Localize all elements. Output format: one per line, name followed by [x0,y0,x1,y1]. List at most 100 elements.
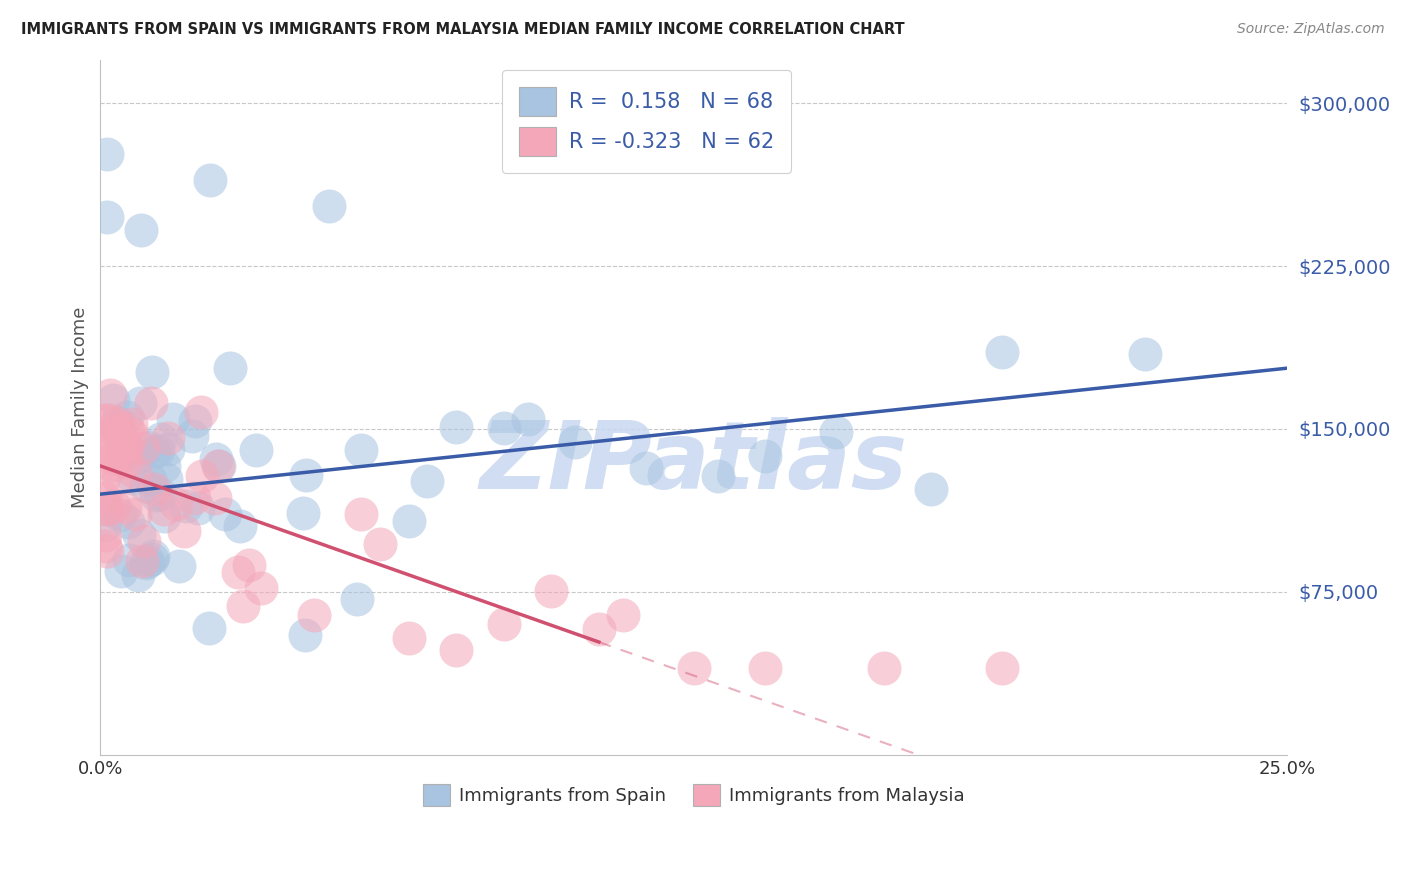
Point [228,519,250,533]
Point [124,507,146,521]
Point [398,514,420,528]
Point [121,471,143,485]
Point [516,412,538,426]
Point [112,449,135,463]
Point [200,172,222,186]
Point [190,469,212,483]
Point [118,553,141,567]
Point [121,427,143,442]
Point [141,396,163,410]
Point [141,552,163,566]
Point [612,608,634,623]
Point [131,223,153,237]
Point [183,491,205,506]
Point [136,440,159,454]
Point [368,537,391,551]
Point [124,465,146,479]
Point [207,458,229,473]
Point [111,434,134,449]
Point [115,441,138,455]
Point [446,420,468,434]
Point [111,443,134,458]
Point [214,508,236,522]
Point [143,444,166,458]
Point [117,515,139,529]
Point [398,631,420,645]
Point [245,442,267,457]
Point [129,395,152,409]
Point [131,554,153,568]
Point [115,437,138,451]
Point [350,442,373,457]
Point [180,429,202,443]
Point [149,432,172,446]
Point [96,211,118,225]
Point [167,559,190,574]
Point [238,558,260,572]
Point [232,599,254,613]
Point [110,564,132,578]
Point [302,607,325,622]
Point [162,411,184,425]
Point [107,471,129,485]
Point [706,469,728,483]
Point [96,502,118,516]
Point [128,449,150,463]
Point [108,424,131,438]
Point [152,508,174,523]
Point [98,413,121,427]
Point [96,544,118,558]
Point [120,417,142,431]
Point [991,345,1014,359]
Point [346,591,368,606]
Point [754,661,776,675]
Point [146,442,169,457]
Point [492,421,515,435]
Point [117,421,139,435]
Point [152,458,174,473]
Point [138,472,160,486]
Point [166,497,188,511]
Point [1133,347,1156,361]
Point [446,643,468,657]
Point [94,491,117,505]
Point [103,499,125,513]
Point [148,487,170,501]
Point [105,416,128,430]
Text: Source: ZipAtlas.com: Source: ZipAtlas.com [1237,22,1385,37]
Point [157,430,180,444]
Point [136,554,159,568]
Point [920,482,942,496]
Point [198,621,221,635]
Point [636,460,658,475]
Point [128,528,150,542]
Point [101,451,124,466]
Y-axis label: Median Family Income: Median Family Income [72,307,89,508]
Point [145,488,167,502]
Point [132,441,155,455]
Point [186,500,208,515]
Text: IMMIGRANTS FROM SPAIN VS IMMIGRANTS FROM MALAYSIA MEDIAN FAMILY INCOME CORRELATI: IMMIGRANTS FROM SPAIN VS IMMIGRANTS FROM… [21,22,904,37]
Point [153,502,176,516]
Point [94,501,117,516]
Point [218,361,240,376]
Point [114,500,136,515]
Point [250,581,273,595]
Point [115,455,138,469]
Point [318,199,340,213]
Legend: Immigrants from Spain, Immigrants from Malaysia: Immigrants from Spain, Immigrants from M… [413,775,974,815]
Point [492,617,515,632]
Point [141,365,163,379]
Point [754,449,776,463]
Point [96,147,118,161]
Point [155,471,177,485]
Point [588,622,610,636]
Point [184,414,207,428]
Point [142,482,165,496]
Point [991,661,1014,675]
Point [226,565,249,579]
Point [564,434,586,449]
Point [97,437,120,451]
Point [142,549,165,563]
Point [135,478,157,492]
